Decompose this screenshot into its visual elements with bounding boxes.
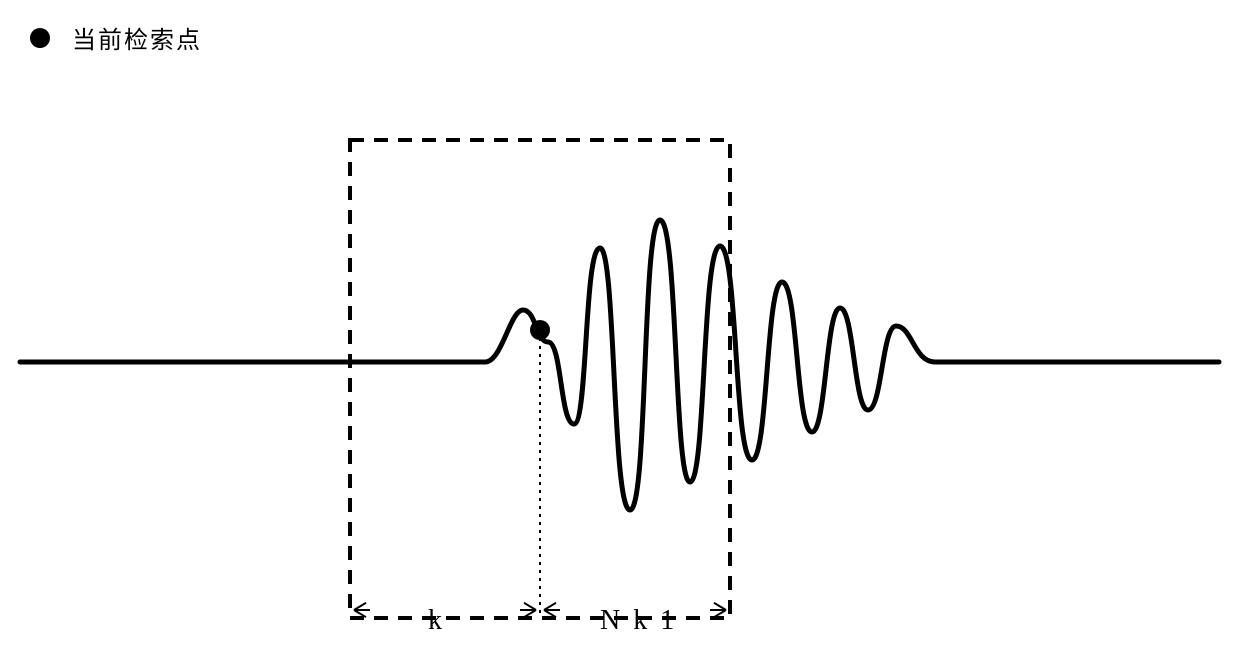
label-k: k	[428, 605, 442, 637]
waveform-diagram	[0, 80, 1239, 640]
legend: 当前检索点	[30, 20, 202, 55]
legend-dot-icon	[30, 28, 50, 48]
label-nk1: N k 1	[600, 605, 677, 637]
waveform-path	[20, 220, 1219, 510]
legend-label: 当前检索点	[72, 20, 202, 55]
k-arrows	[354, 603, 536, 617]
current-point-dot	[530, 320, 550, 340]
